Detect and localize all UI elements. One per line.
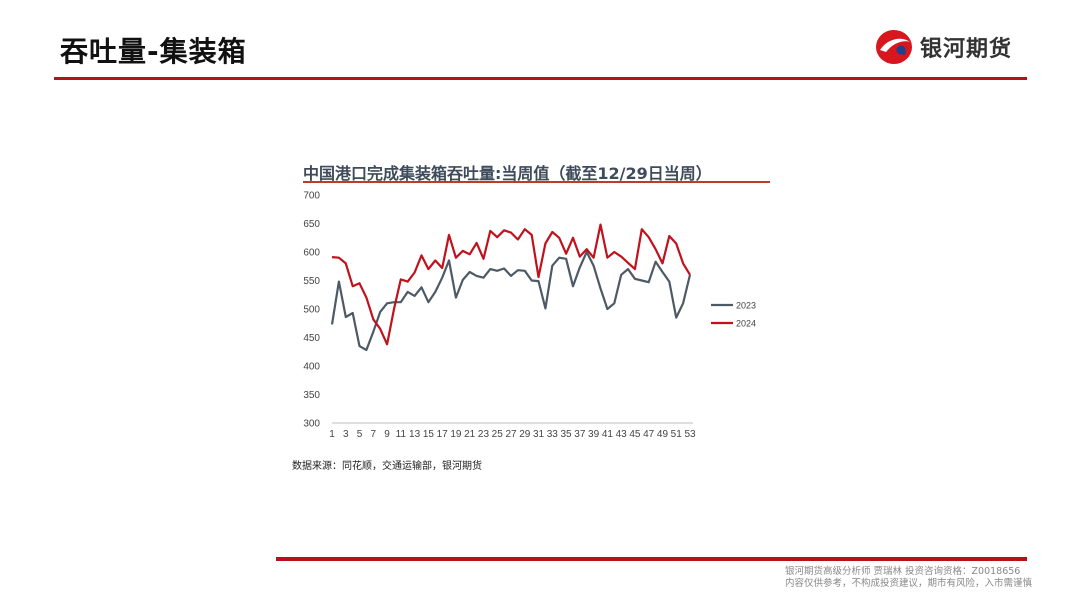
x-tick-label: 3 <box>343 429 349 440</box>
x-tick-label: 31 <box>533 429 545 440</box>
x-tick-label: 19 <box>450 429 462 440</box>
y-tick-label: 450 <box>303 333 320 344</box>
x-tick-label: 5 <box>357 429 363 440</box>
series-line-2024 <box>331 223 691 346</box>
page-title: 吞吐量-集装箱 <box>60 35 247 68</box>
x-tick-label: 21 <box>464 429 476 440</box>
x-tick-label: 13 <box>409 429 421 440</box>
chart-title: 中国港口完成集装箱吞吐量:当周值（截至12/29日当周） <box>303 164 712 183</box>
legend-label-2024: 2024 <box>736 319 756 329</box>
x-tick-label: 9 <box>384 429 390 440</box>
x-tick-label: 23 <box>478 429 490 440</box>
x-tick-label: 39 <box>588 429 600 440</box>
data-source-note: 数据来源：同花顺，交通运输部，银河期货 <box>292 461 482 472</box>
x-tick-label: 15 <box>423 429 435 440</box>
legend-label-2023: 2023 <box>736 301 756 311</box>
y-tick-label: 600 <box>303 248 320 259</box>
header-divider <box>54 77 1027 80</box>
x-tick-label: 41 <box>602 429 614 440</box>
series-line-2023 <box>330 250 692 352</box>
risk-disclaimer: 内容仅供参考，不构成投资建议，期市有风险，入市需谨慎 <box>784 578 1032 589</box>
company-logo: 银河期货 <box>874 28 1012 66</box>
chart-title-underline <box>303 181 770 183</box>
x-tick-label: 11 <box>396 429 407 440</box>
y-tick-label: 300 <box>303 419 320 430</box>
y-tick-label: 500 <box>303 305 320 316</box>
x-tick-label: 27 <box>505 429 517 440</box>
disclaimer-footer: 银河期货高级分析师 贾瑞林 投资咨询资格：Z0018656 内容仅供参考，不构成… <box>785 566 1032 590</box>
x-tick-label: 7 <box>371 429 377 440</box>
x-tick-label: 37 <box>574 429 586 440</box>
logo-text: 银河期货 <box>920 37 1013 62</box>
galaxy-futures-logo-icon <box>876 30 912 64</box>
x-tick-label: 29 <box>519 429 531 440</box>
y-tick-label: 400 <box>303 362 320 373</box>
x-tick-label: 25 <box>492 429 504 440</box>
footer-divider <box>276 557 1027 561</box>
y-tick-label: 350 <box>303 390 320 401</box>
x-tick-label: 51 <box>671 429 683 440</box>
x-tick-label: 47 <box>643 429 655 440</box>
analyst-info: 银河期货高级分析师 贾瑞林 投资咨询资格：Z0018656 <box>784 566 1021 577</box>
y-tick-label: 650 <box>303 219 320 230</box>
x-tick-label: 17 <box>437 429 449 440</box>
x-tick-label: 53 <box>684 429 696 440</box>
x-tick-label: 45 <box>629 429 641 440</box>
x-tick-label: 33 <box>547 429 559 440</box>
y-tick-label: 700 <box>303 191 320 202</box>
x-tick-label: 1 <box>329 429 335 440</box>
x-tick-label: 43 <box>616 429 628 440</box>
y-tick-label: 550 <box>303 276 320 287</box>
x-tick-label: 35 <box>561 429 573 440</box>
x-tick-label: 49 <box>657 429 669 440</box>
